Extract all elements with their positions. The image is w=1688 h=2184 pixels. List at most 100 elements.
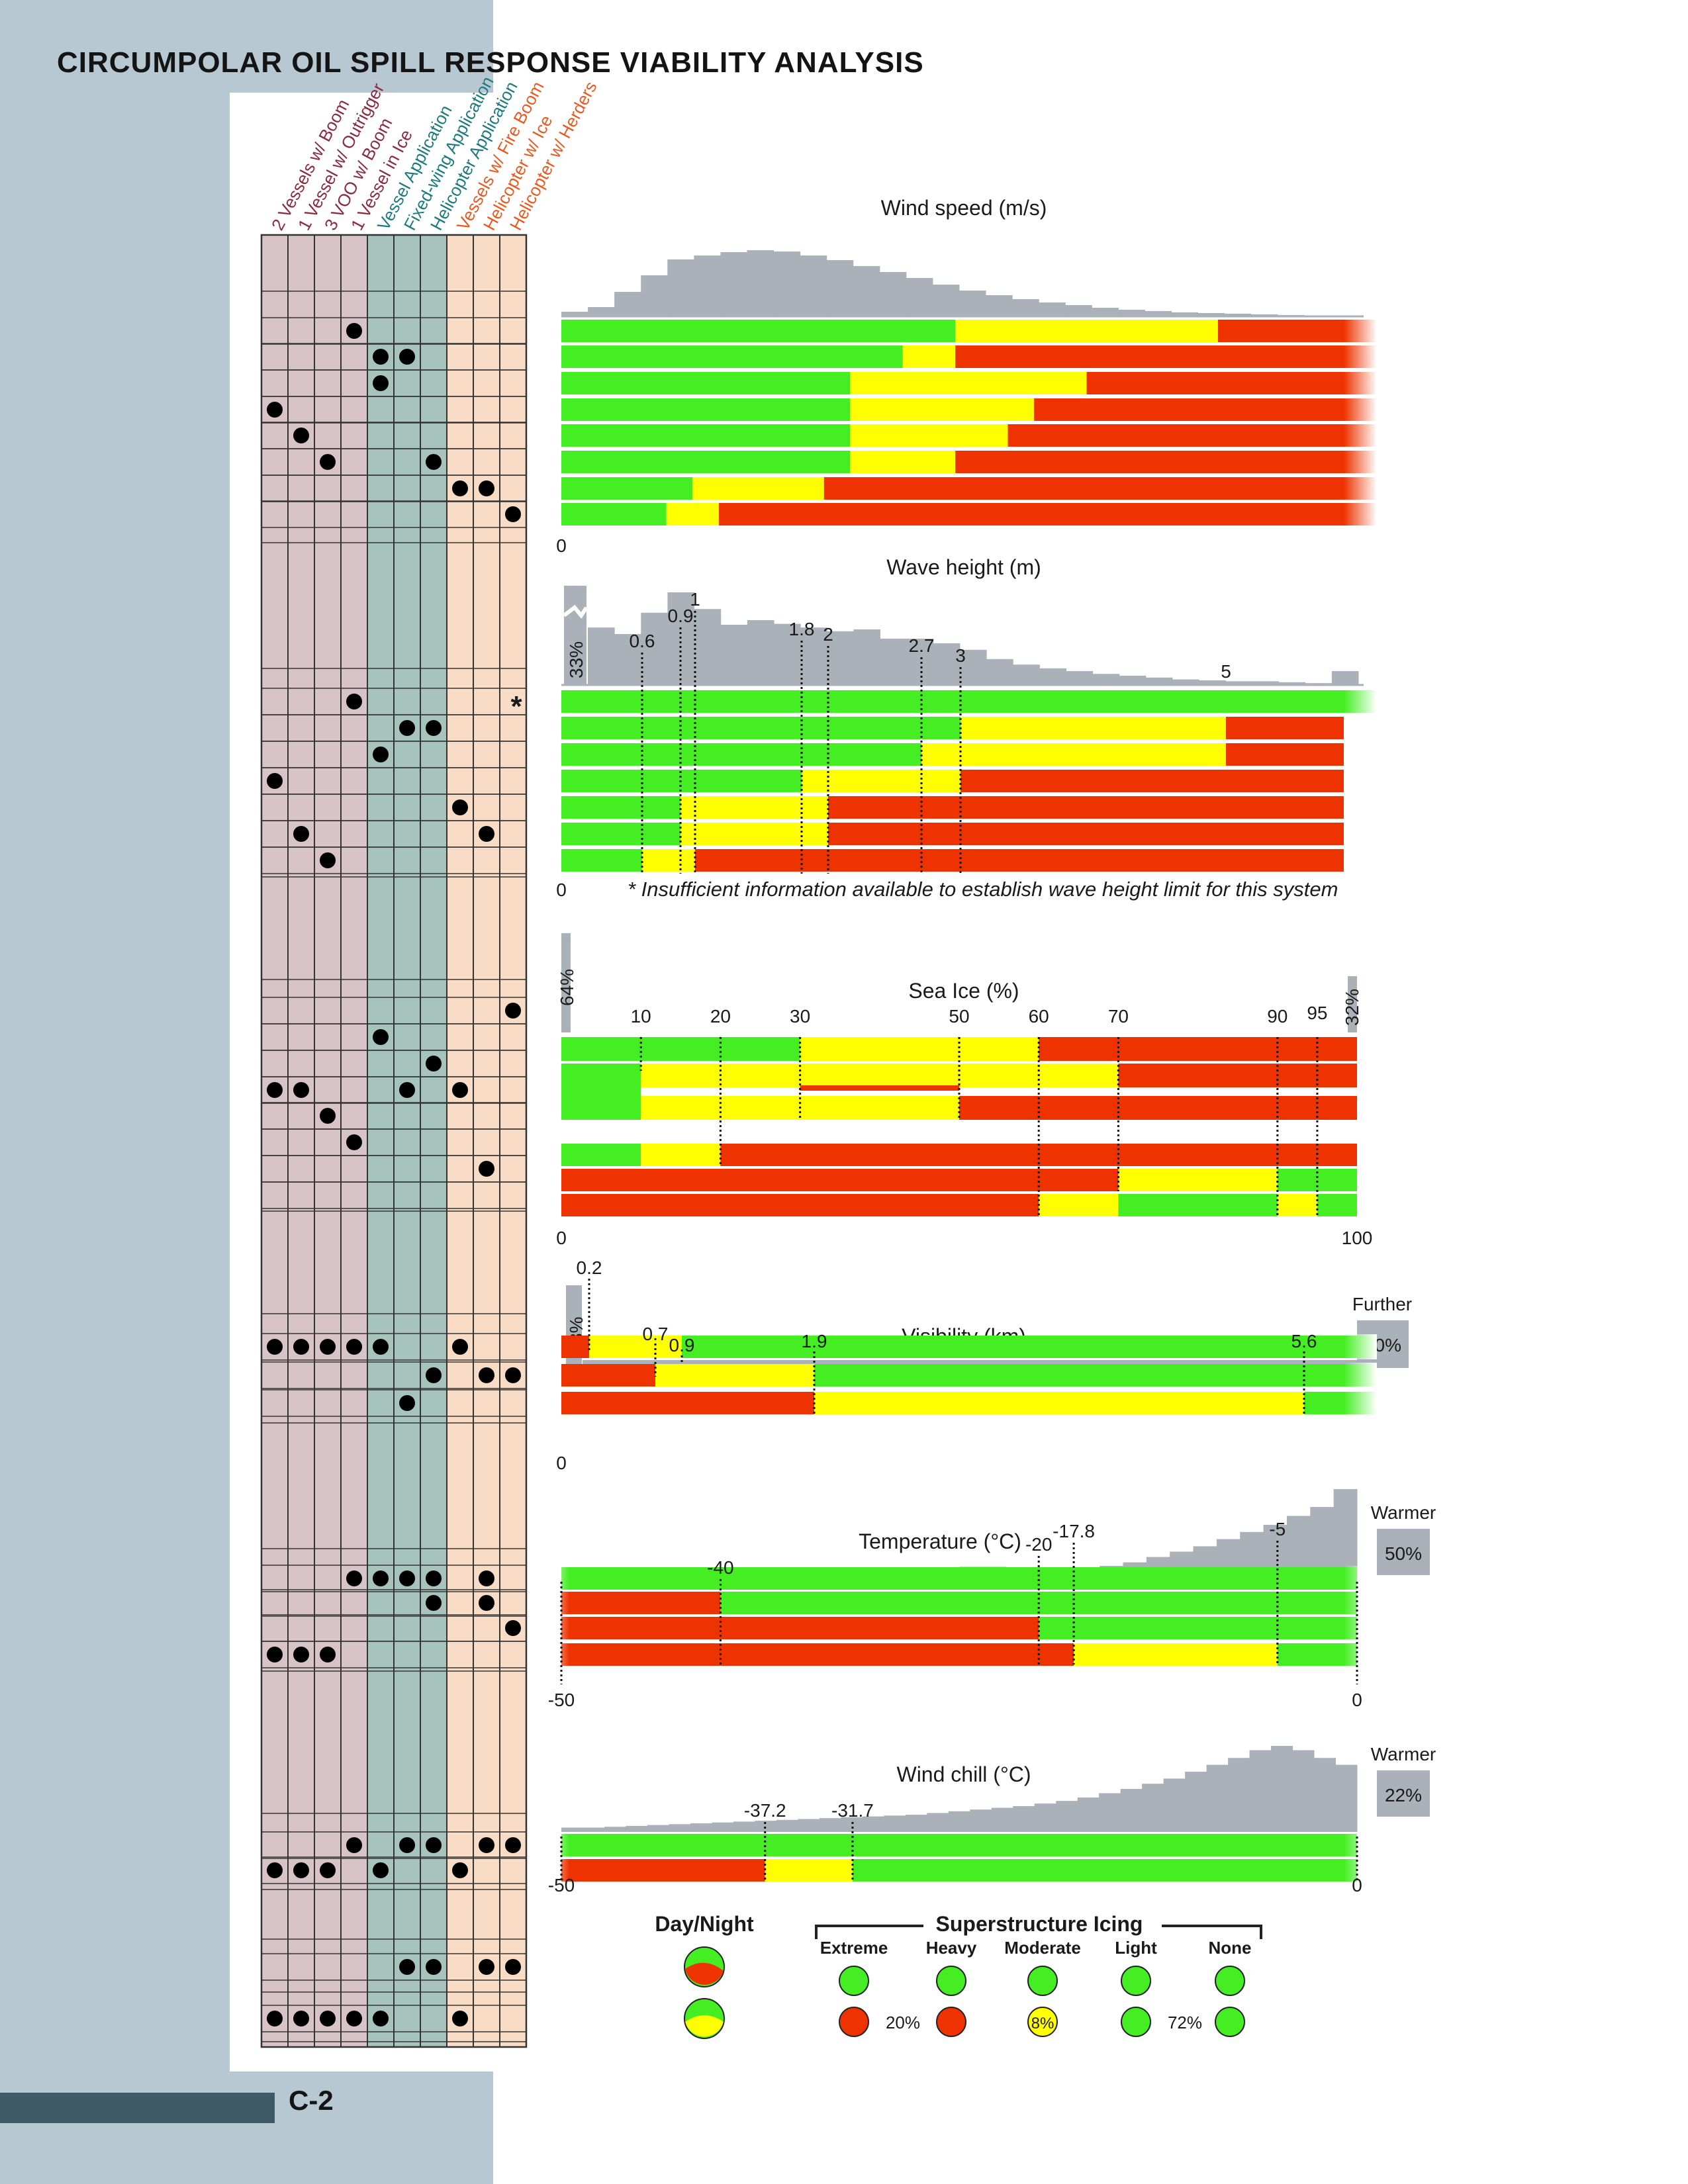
viability-bar-segment <box>561 796 680 819</box>
viability-bar-segment <box>1277 1169 1317 1191</box>
viability-bar-segment <box>1008 424 1376 447</box>
axis-break-mark <box>563 604 588 619</box>
viability-bar-segment <box>589 1336 682 1358</box>
viability-bar-segment <box>561 1169 1119 1191</box>
wave-histogram-bar <box>827 631 854 685</box>
wind-histogram-bar <box>826 260 854 316</box>
bar-fade <box>543 1833 569 1858</box>
panel-title: Wind chill (°C) <box>896 1762 1031 1786</box>
viability-bar-segment <box>961 743 1226 766</box>
viability-bar-segment <box>1074 1643 1278 1666</box>
viability-bar-segment <box>850 398 1035 421</box>
matrix-dot <box>426 1056 442 1071</box>
icing-indicator <box>1121 1966 1151 1996</box>
viability-bar-segment <box>902 345 956 368</box>
matrix-dot <box>320 1339 336 1355</box>
wave-histogram-bar <box>933 643 961 685</box>
viability-bar-segment <box>641 1064 1119 1087</box>
bar-fade <box>1344 476 1377 501</box>
viability-bar-segment <box>800 1085 959 1091</box>
viability-bar-segment <box>850 372 1087 394</box>
wave-histogram-bar <box>720 625 748 685</box>
matrix-dot <box>373 1862 389 1878</box>
viability-bar-segment <box>561 1194 1039 1216</box>
threshold-label: 2 <box>823 624 833 645</box>
bar-fade <box>1344 715 1377 741</box>
windchill-histogram-bar <box>626 1825 648 1832</box>
matrix-dot <box>346 1837 362 1853</box>
wave-histogram-bar <box>1119 676 1147 685</box>
matrix-dot <box>293 428 309 443</box>
matrix-dot <box>505 1837 521 1853</box>
windchill-histogram-bar <box>1034 1803 1056 1832</box>
windchill-histogram-bar <box>798 1819 820 1832</box>
viability-bar-segment <box>561 1144 641 1166</box>
bar-fade <box>1344 318 1377 343</box>
windchill-histogram-bar <box>1163 1778 1186 1832</box>
windchill-histogram-bar <box>927 1813 949 1832</box>
bar-fade <box>1344 1566 1377 1591</box>
windchill-histogram-bar <box>712 1822 734 1832</box>
wind-histogram-bar <box>747 250 774 316</box>
bar-fade <box>1344 1642 1377 1667</box>
matrix-dot <box>505 1959 521 1975</box>
wave-histogram-bar <box>747 620 774 685</box>
viability-bar-segment <box>1039 1037 1357 1061</box>
matrix-dot <box>426 1959 442 1975</box>
windchill-histogram-bar <box>841 1817 863 1832</box>
matrix-dot <box>399 349 415 365</box>
wind-histogram-bar <box>1224 314 1252 316</box>
bar-fade <box>1344 795 1377 820</box>
viability-bar-segment <box>695 823 828 845</box>
matrix-dot <box>399 720 415 736</box>
icing-indicator <box>1215 1966 1245 1996</box>
bar-fade <box>543 1566 569 1591</box>
viability-bar-segment <box>800 1108 959 1120</box>
icing-indicator <box>936 2007 966 2037</box>
viability-bar-segment <box>561 1643 1074 1666</box>
bar-fade <box>1344 371 1377 396</box>
icing-indicator <box>839 2007 869 2037</box>
wind-histogram-bar <box>588 307 615 316</box>
icing-category-label: Moderate <box>1004 1938 1081 1958</box>
viability-bar-segment <box>561 372 851 394</box>
wind-histogram-bar <box>641 275 668 316</box>
matrix-dot <box>452 480 468 496</box>
warmer-box <box>1377 1529 1430 1575</box>
viability-bar-segment <box>800 1037 1039 1061</box>
wave-histogram-bar <box>1225 681 1252 685</box>
viability-bar-segment <box>561 849 642 872</box>
threshold-label: 0.6 <box>630 631 655 651</box>
threshold-label: 0.2 <box>577 1257 602 1278</box>
wind-histogram-bar <box>906 278 933 316</box>
matrix-dot <box>479 1570 494 1586</box>
warmer-label: Warmer <box>1371 1502 1436 1523</box>
matrix-column <box>314 235 341 2047</box>
matrix-dot <box>346 1134 362 1150</box>
viability-bar-segment <box>765 1859 853 1882</box>
matrix-column <box>500 235 526 2047</box>
viability-bar-segment <box>1317 1169 1357 1191</box>
wave-histogram-bar <box>1252 681 1280 685</box>
panel-title: Wind speed (m/s) <box>881 196 1047 220</box>
matrix-dot <box>452 1082 468 1098</box>
windchill-histogram-bar <box>604 1827 626 1832</box>
windchill-histogram-bar <box>948 1811 970 1832</box>
wave-histogram-bar <box>906 639 934 685</box>
axis-max-label: 0 <box>1352 1690 1362 1710</box>
viability-bar-segment <box>1039 1617 1357 1639</box>
windchill-histogram-bar <box>733 1821 755 1832</box>
viability-bar-segment <box>641 1144 721 1166</box>
windchill-histogram-bar <box>1292 1750 1315 1832</box>
matrix-dot <box>479 826 494 842</box>
viability-bar-segment <box>800 1096 959 1108</box>
icing-indicator <box>1215 2007 1245 2037</box>
matrix-dot <box>426 1367 442 1383</box>
wind-histogram-bar <box>1145 311 1172 316</box>
threshold-label: 5.6 <box>1291 1331 1317 1351</box>
bar-fade <box>1344 848 1377 873</box>
windchill-histogram-bar <box>905 1815 927 1832</box>
seaice-offscale-bar <box>1348 976 1357 1032</box>
windchill-histogram-bar <box>1249 1750 1272 1832</box>
wave-histogram-bar <box>853 629 881 685</box>
